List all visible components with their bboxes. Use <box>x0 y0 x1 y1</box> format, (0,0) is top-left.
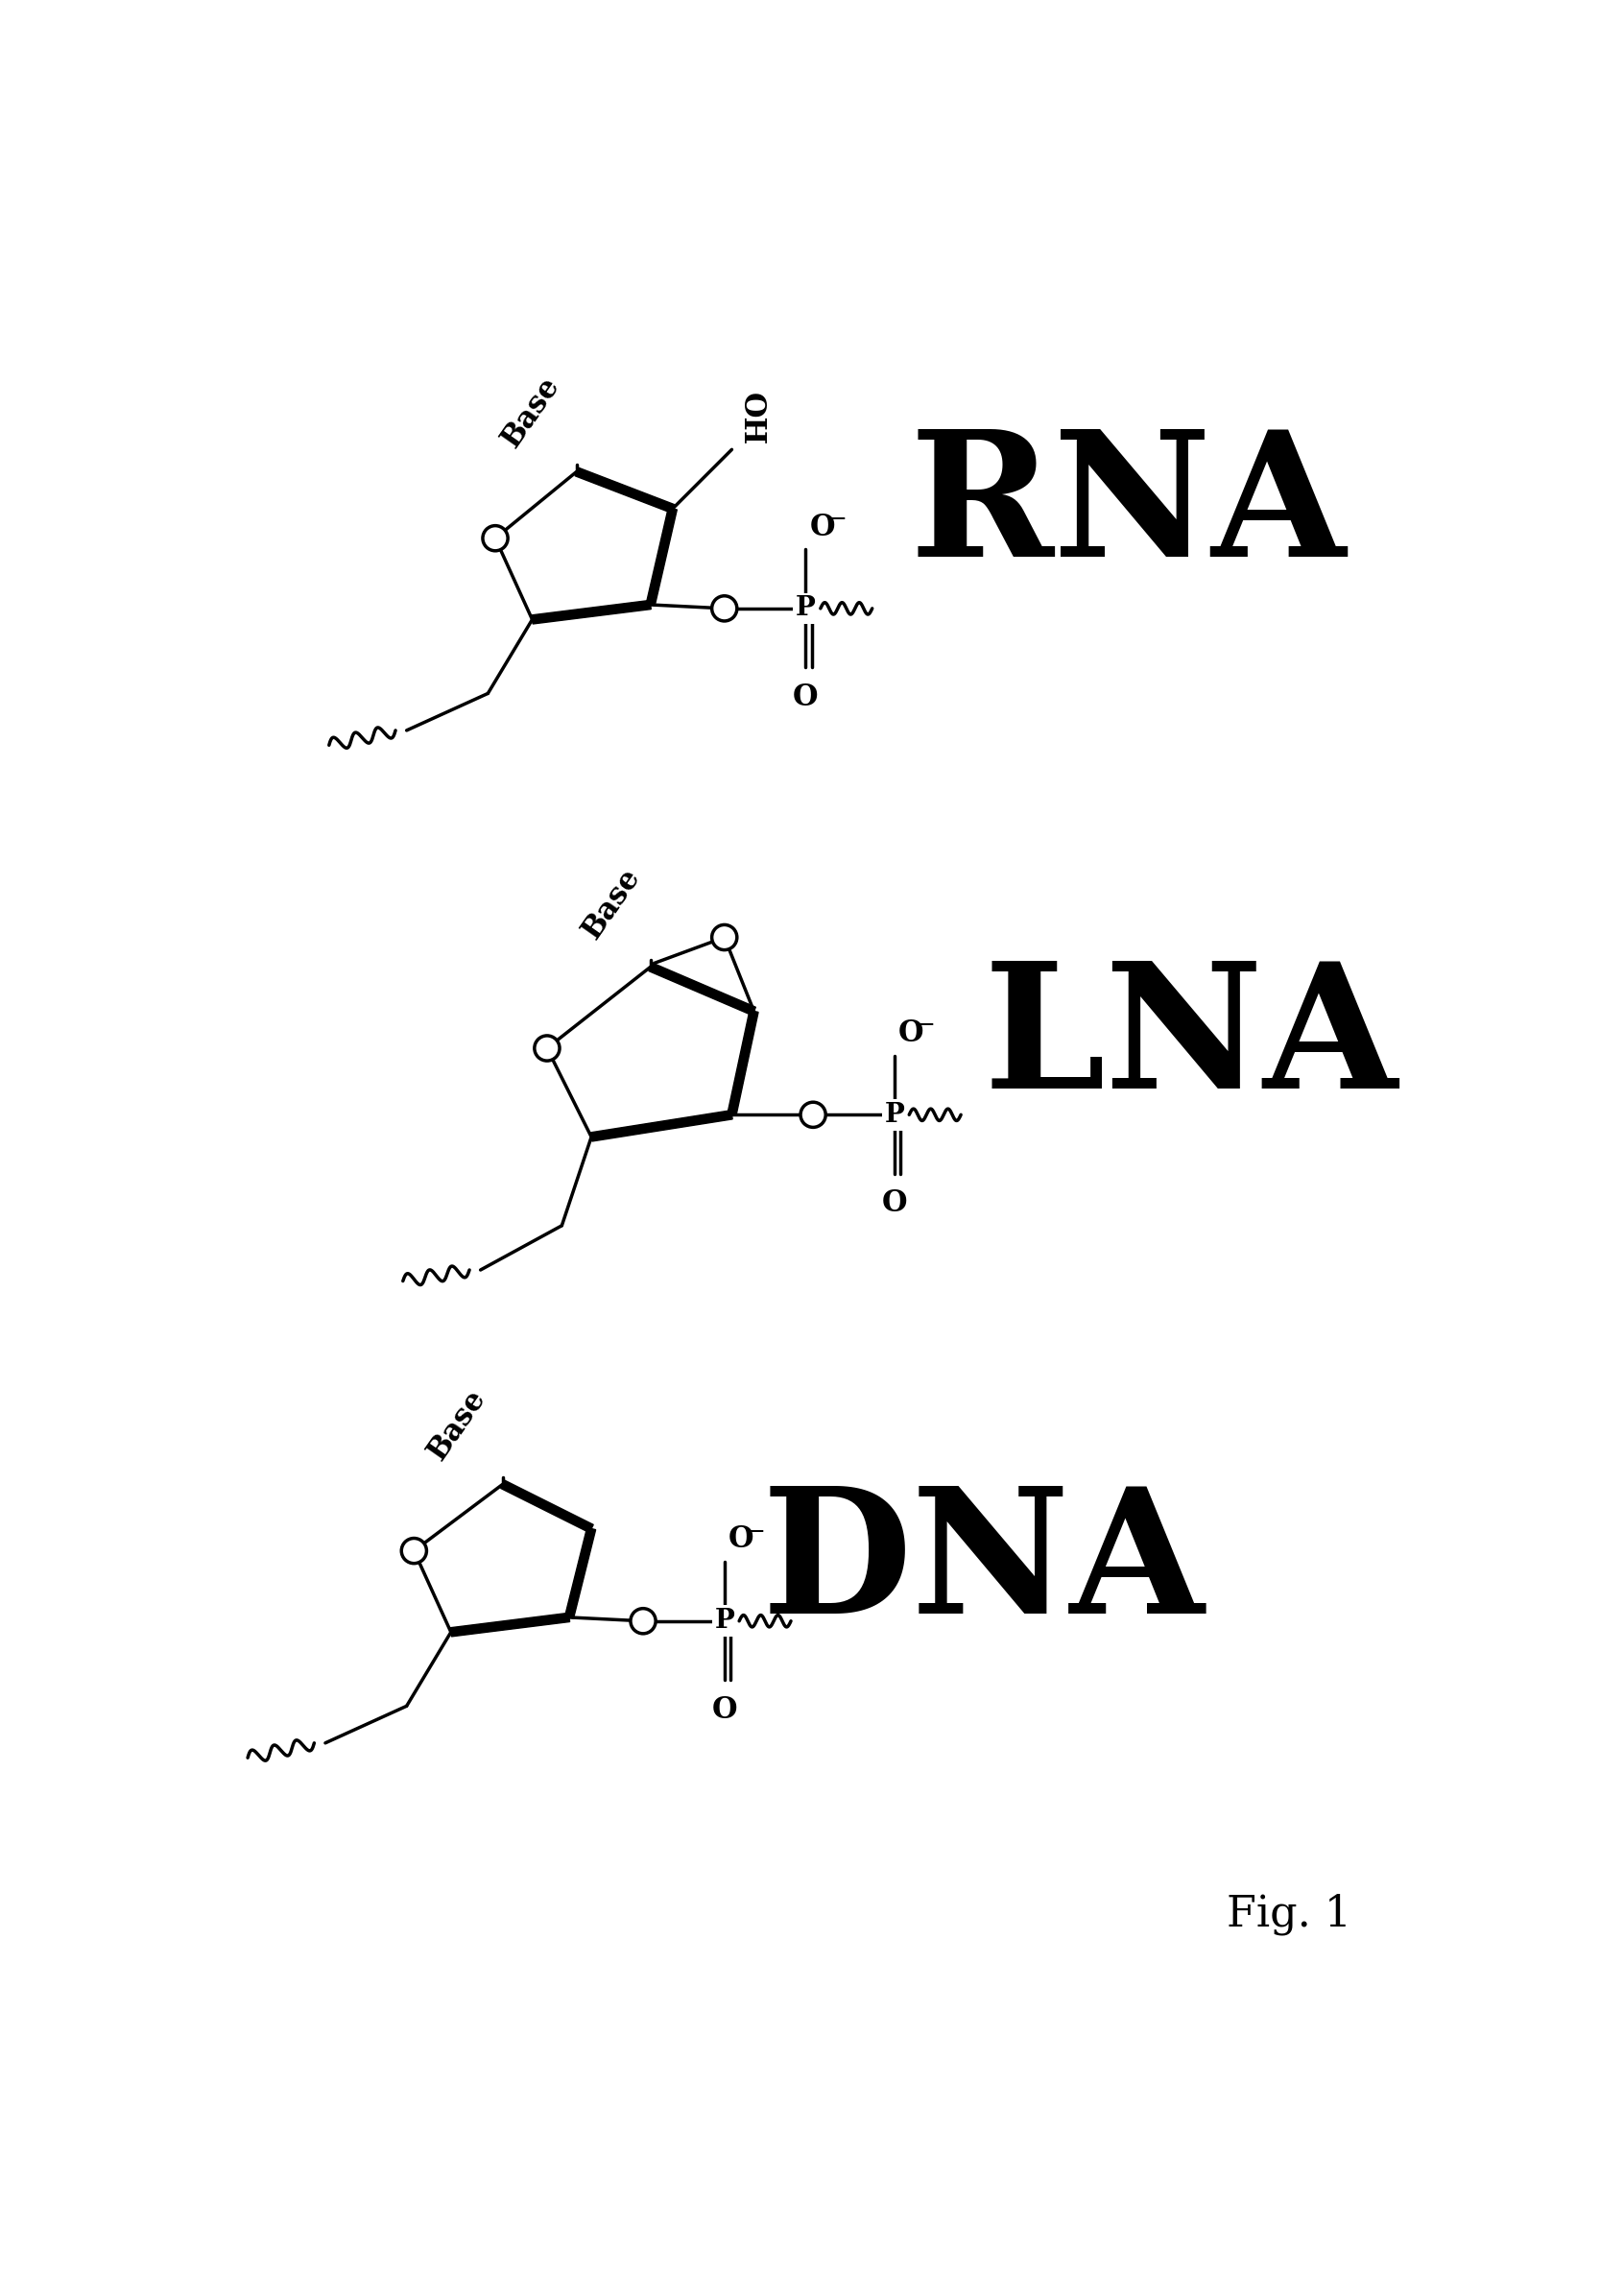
Polygon shape <box>591 1110 732 1142</box>
Polygon shape <box>575 468 674 514</box>
Text: O: O <box>711 1694 737 1724</box>
Text: O: O <box>882 1189 908 1219</box>
Circle shape <box>482 525 508 550</box>
Polygon shape <box>500 1480 593 1533</box>
Circle shape <box>401 1537 427 1565</box>
Text: O: O <box>809 512 835 541</box>
Polygon shape <box>565 1528 596 1619</box>
Text: OH: OH <box>736 393 765 446</box>
Text: Fig. 1: Fig. 1 <box>1228 1894 1351 1935</box>
Text: RNA: RNA <box>909 425 1346 594</box>
Polygon shape <box>450 1612 570 1637</box>
Text: Base: Base <box>422 1385 492 1467</box>
Circle shape <box>711 596 737 621</box>
Text: −: − <box>914 1014 935 1037</box>
Circle shape <box>801 1103 825 1128</box>
Text: −: − <box>827 509 846 530</box>
Text: Base: Base <box>495 371 565 453</box>
Text: P: P <box>885 1103 905 1128</box>
Polygon shape <box>646 507 677 605</box>
Text: LNA: LNA <box>983 957 1398 1126</box>
Text: Base: Base <box>577 864 646 944</box>
Text: O: O <box>898 1019 924 1048</box>
Polygon shape <box>648 962 755 1014</box>
Text: O: O <box>793 682 818 712</box>
Text: −: − <box>745 1521 765 1544</box>
Circle shape <box>630 1608 656 1633</box>
Polygon shape <box>531 600 651 623</box>
Polygon shape <box>728 1010 758 1117</box>
Text: DNA: DNA <box>762 1480 1205 1651</box>
Circle shape <box>534 1035 560 1060</box>
Text: P: P <box>715 1608 734 1635</box>
Text: O: O <box>728 1526 754 1555</box>
Circle shape <box>711 926 737 951</box>
Text: P: P <box>796 596 815 621</box>
